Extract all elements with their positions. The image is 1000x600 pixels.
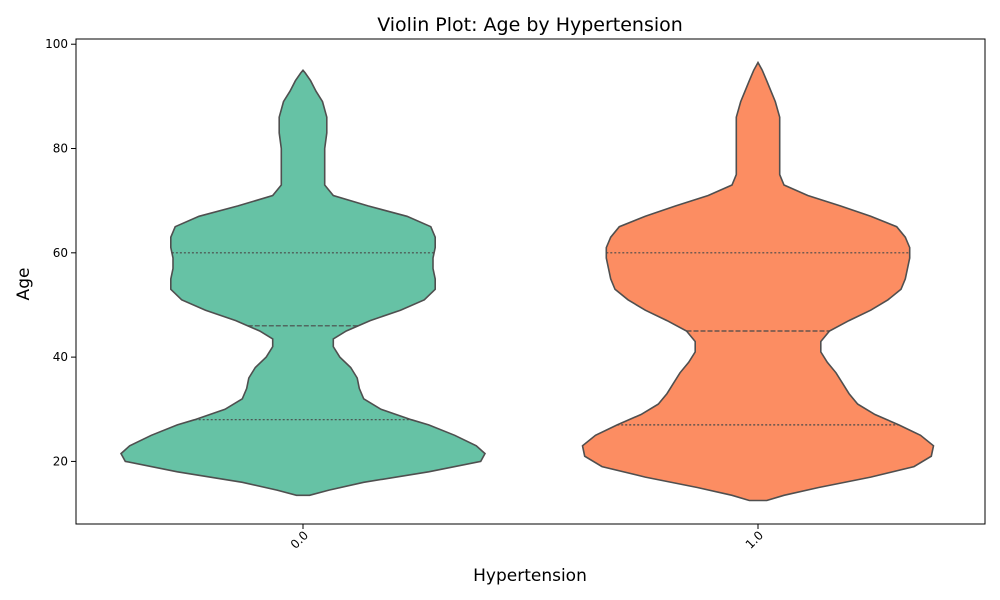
violin-1.0 (581, 60, 935, 502)
plot-area (119, 60, 935, 502)
x-tick-label: 1.0 (743, 528, 766, 551)
violin-0.0 (119, 69, 487, 497)
axes-frame (75, 38, 986, 525)
chart-title: Violin Plot: Age by Hypertension (377, 14, 683, 36)
x-axis-label: Hypertension (473, 566, 587, 586)
y-tick-label: 40 (53, 350, 68, 364)
y-axis: 20 40 60 80 100 (45, 37, 76, 468)
y-tick-label: 60 (53, 246, 68, 260)
y-tick-label: 80 (53, 142, 68, 156)
y-tick-label: 100 (45, 37, 68, 51)
y-axis-label: Age (14, 268, 34, 301)
x-axis: 0.0 1.0 (288, 524, 766, 552)
x-tick-label: 0.0 (288, 528, 311, 551)
y-tick-label: 20 (53, 454, 68, 468)
